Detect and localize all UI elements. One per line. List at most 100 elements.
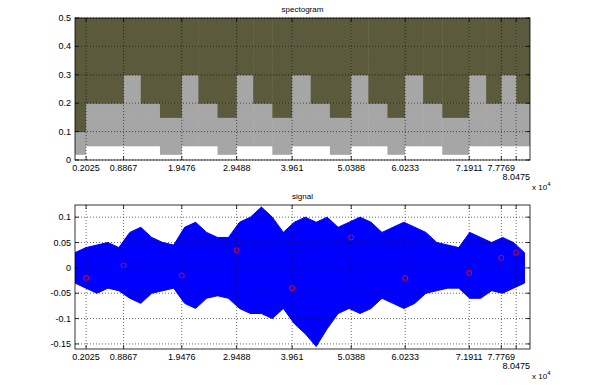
spectrogram-cell	[442, 61, 469, 76]
y-tick-label: 0.1	[58, 127, 71, 137]
x-tick	[123, 18, 124, 22]
y-tick	[75, 343, 79, 344]
grid-line-y	[75, 131, 530, 132]
spectrogram-cell	[124, 18, 141, 47]
spectrogram-cell	[292, 117, 311, 132]
spectrogram-cell	[182, 132, 199, 147]
grid-line-y	[75, 293, 530, 294]
spectrogram-cell	[442, 75, 469, 90]
spectrogram-cell	[351, 154, 368, 160]
spectrogram-cell	[124, 46, 141, 61]
spectrogram-cell	[237, 132, 254, 147]
y-tick	[75, 267, 79, 268]
grid-line-x	[469, 205, 470, 349]
spectrogram-cell	[423, 154, 443, 160]
spectrogram-cell	[272, 103, 292, 118]
grid-line-x	[123, 205, 124, 349]
spectrogram-cell	[501, 75, 516, 90]
grid-line-x	[292, 18, 293, 160]
x-tick	[469, 18, 470, 22]
x-multiplier: x 104	[532, 181, 551, 192]
spectrogram-cell	[124, 61, 141, 76]
spectrogram-cell	[501, 132, 516, 147]
spectrogram-cell	[351, 61, 368, 76]
spectrogram-cell	[501, 103, 516, 118]
spectrogram-cell	[253, 89, 273, 104]
spectrogram-cell	[218, 18, 238, 47]
x-tick-label: 0.8867	[110, 163, 138, 173]
spectrogram-cell	[351, 146, 368, 155]
spectrogram-cell	[486, 46, 502, 61]
x-tick-label: 3.961	[281, 163, 304, 173]
x-tick	[181, 18, 182, 22]
chart-title: spectogram	[282, 5, 324, 14]
spectrogram-cell	[182, 146, 199, 155]
spectrogram-cell	[237, 61, 254, 76]
spectrogram-cell	[501, 61, 516, 76]
spectrogram-cell	[141, 61, 161, 76]
grid-line-x	[181, 205, 182, 349]
spectrogram-cell	[469, 103, 486, 118]
spectrogram-cell	[387, 132, 405, 147]
spectrogram-cell	[272, 46, 292, 61]
spectrogram-cell	[368, 75, 388, 90]
spectrogram-cell	[75, 103, 86, 118]
spectrogram-cell	[253, 103, 273, 118]
x-tick	[469, 156, 470, 160]
spectrogram-cell	[469, 132, 486, 147]
spectrogram-cell	[311, 46, 331, 61]
spectrogram-cell	[160, 132, 182, 147]
x-multiplier-base: x 10	[532, 183, 548, 192]
grid-line-x	[123, 18, 124, 160]
spectrogram-cell	[501, 89, 516, 104]
spectrogram-cell	[237, 89, 254, 104]
spectrogram-cell	[330, 61, 352, 76]
spectrogram-cell	[387, 89, 405, 104]
spectrogram-cell	[311, 103, 331, 118]
spectrogram-cell	[516, 75, 530, 90]
spectrogram-cell	[141, 117, 161, 132]
spectrogram-cell	[160, 75, 182, 90]
spectrogram-cell	[237, 117, 254, 132]
x-tick	[236, 156, 237, 160]
plot-area	[75, 18, 530, 160]
spectrogram-cell	[124, 132, 141, 147]
spectrogram-cell	[387, 103, 405, 118]
spectrogram-cell	[253, 46, 273, 61]
y-tick	[75, 217, 79, 218]
spectrogram-cell	[311, 89, 331, 104]
spectrogram-cell	[218, 46, 238, 61]
x-tick	[501, 18, 502, 22]
x-tick-label: 2.9488	[223, 352, 251, 362]
spectrogram-cell	[160, 103, 182, 118]
x-tick	[236, 18, 237, 22]
grid-line-x	[236, 205, 237, 349]
grid-line-y	[75, 242, 530, 243]
grid-line-x	[351, 18, 352, 160]
x-tick-label: 8.0475	[502, 361, 530, 371]
spectrogram-cell	[198, 89, 218, 104]
x-tick-label: 8.0475	[502, 172, 530, 182]
y-tick	[526, 18, 530, 19]
spectrogram-cell	[423, 89, 443, 104]
spectrogram-cell	[124, 154, 141, 160]
spectrogram-cell	[292, 132, 311, 147]
spectrogram-cell	[182, 103, 199, 118]
spectrogram-cell	[469, 75, 486, 90]
spectrogram-cell	[218, 61, 238, 76]
spectrogram-cell	[442, 103, 469, 118]
spectrogram-cell	[405, 18, 424, 47]
y-tick	[526, 160, 530, 161]
x-tick	[469, 205, 470, 209]
signal-envelope	[75, 268, 525, 347]
y-tick-label: 0.4	[58, 41, 71, 51]
x-tick-label: 5.0388	[337, 163, 365, 173]
spectrogram-cell	[182, 89, 199, 104]
y-tick	[75, 103, 79, 104]
spectrogram-cell	[272, 75, 292, 90]
spectrogram-cell	[405, 46, 424, 61]
spectrogram-cell	[501, 117, 516, 132]
spectrogram-cell	[311, 117, 331, 132]
spectrogram-cell	[330, 117, 352, 132]
spectrogram-cell	[486, 154, 502, 160]
